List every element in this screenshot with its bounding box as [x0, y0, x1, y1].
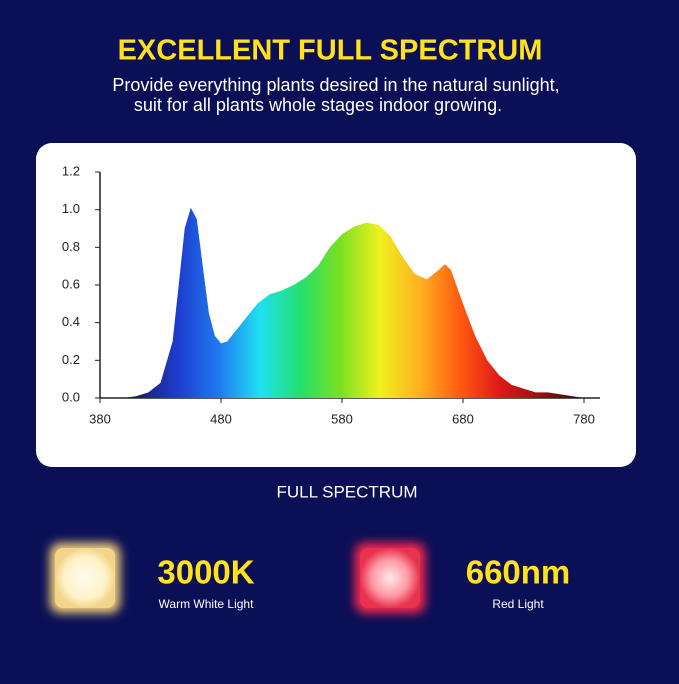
warm-light-icon	[55, 548, 115, 608]
y-tick-label: 1.0	[62, 201, 80, 216]
feature-value: 3000K	[157, 554, 254, 591]
feature-label: Red Light	[492, 597, 544, 611]
y-tick-label: 0.6	[62, 276, 80, 291]
x-axis-label: FULL SPECTRUM	[276, 482, 417, 501]
subtitle: Provide everything plants desired in the…	[112, 75, 559, 95]
y-tick-label: 0.0	[62, 389, 80, 404]
y-tick-label: 0.4	[62, 314, 80, 329]
y-tick-label: 0.8	[62, 239, 80, 254]
y-tick-label: 1.2	[62, 163, 80, 178]
y-tick-label: 0.2	[62, 352, 80, 367]
x-tick-label: 780	[573, 411, 595, 426]
plot: 0.0 0.2 0.4 0.6 0.8 1.0 1.2 380 480 580 680 780	[62, 163, 600, 426]
red-light-icon	[360, 548, 420, 608]
subtitle: suit for all plants whole stages indoor …	[134, 95, 502, 115]
x-tick-label: 580	[331, 411, 353, 426]
spectrum-area	[124, 207, 584, 398]
title: EXCELLENT FULL SPECTRUM	[118, 35, 543, 67]
feature-value: 660nm	[466, 554, 571, 591]
x-tick-label: 380	[89, 411, 111, 426]
feature-label: Warm White Light	[159, 597, 255, 611]
x-tick-label: 480	[210, 411, 232, 426]
x-tick-label: 680	[452, 411, 474, 426]
